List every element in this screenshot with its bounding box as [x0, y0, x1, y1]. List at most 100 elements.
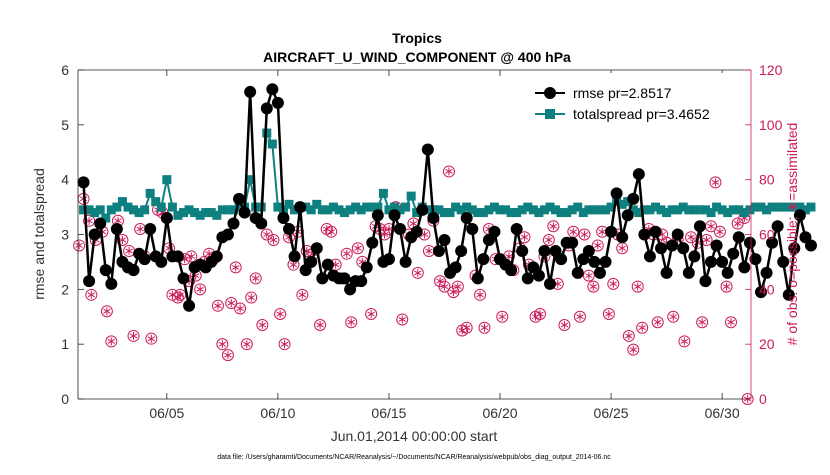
rmse-point — [244, 85, 257, 98]
totalspread-point — [684, 205, 694, 215]
totalspread-point — [184, 205, 194, 215]
obs-possible-marker — [234, 302, 247, 315]
totalspread-point — [134, 208, 144, 218]
obs-count-point — [194, 283, 207, 296]
totalspread-point — [167, 202, 177, 212]
y-left-tick-label: 5 — [61, 117, 69, 133]
obs-assimilated-marker — [711, 179, 720, 185]
obs-assimilated-marker — [269, 237, 278, 243]
totalspread-point — [734, 205, 744, 215]
totalspread-point — [617, 199, 627, 209]
obs-possible-marker — [240, 338, 253, 351]
obs-count-point — [100, 305, 113, 318]
obs-assimilated-marker — [605, 311, 613, 317]
y-right-tick-label: 60 — [759, 227, 775, 243]
obs-count-point — [267, 233, 280, 246]
rmse-point — [660, 266, 673, 279]
obs-count-point — [396, 313, 409, 326]
obs-count-point — [278, 338, 291, 351]
totalspread-point — [717, 205, 727, 215]
obs-assimilated-marker — [409, 221, 418, 226]
rmse-point — [777, 255, 790, 268]
rmse-point — [610, 187, 623, 200]
obs-count-point — [631, 280, 644, 293]
rmse-point — [638, 228, 651, 241]
totalspread-point — [378, 188, 388, 198]
y-right-tick-label: 100 — [759, 117, 783, 133]
totalspread-point — [145, 188, 155, 198]
totalspread-point — [489, 202, 499, 212]
obs-possible-marker — [345, 316, 358, 329]
obs-assimilated-marker — [609, 281, 618, 287]
obs-count-point — [240, 338, 253, 351]
rmse-point — [466, 223, 479, 236]
totalspread-point — [195, 210, 205, 220]
x-tick-label: 06/10 — [260, 405, 295, 421]
obs-count-point — [345, 316, 358, 329]
rmse-point — [804, 239, 817, 252]
rmse-point — [721, 266, 734, 279]
obs-assimilated-marker — [196, 286, 204, 292]
rmse-point — [160, 212, 173, 225]
obs-assimilated-marker — [327, 229, 335, 235]
obs-assimilated-marker — [231, 264, 240, 270]
chart-subtitle: AIRCRAFT_U_WIND_COMPONENT @ 400 hPa — [263, 49, 571, 65]
totalspread-point — [151, 197, 161, 207]
totalspread-point — [506, 208, 516, 218]
obs-possible-marker — [100, 305, 113, 318]
obs-possible-marker — [229, 261, 242, 274]
totalspread-point — [384, 205, 394, 215]
rmse-point — [105, 277, 118, 290]
totalspread-point — [112, 202, 122, 212]
obs-assimilated-marker — [205, 251, 213, 257]
rmse-point — [788, 242, 801, 255]
totalspread-point — [217, 205, 227, 215]
totalspread-point — [351, 202, 361, 212]
totalspread-point — [534, 208, 544, 218]
obs-assimilated-marker — [263, 232, 271, 237]
totalspread-point — [223, 205, 233, 215]
obs-assimilated-marker — [358, 259, 367, 265]
y-right-tick-label: 120 — [759, 62, 783, 78]
totalspread-point — [306, 205, 316, 215]
obs-assimilated-marker — [276, 311, 284, 317]
rmse-point — [616, 231, 629, 244]
obs-assimilated-marker — [669, 314, 677, 320]
legend-rmse-marker — [544, 87, 556, 99]
totalspread-point — [101, 213, 111, 223]
obs-count-point — [245, 291, 258, 304]
rmse-point — [88, 228, 101, 241]
rmse-point — [743, 236, 756, 249]
totalspread-point — [95, 205, 105, 215]
totalspread-point — [667, 205, 677, 215]
rmse-point — [316, 272, 329, 285]
totalspread-point — [334, 205, 344, 215]
totalspread-point — [545, 202, 555, 212]
obs-assimilated-marker — [425, 248, 433, 254]
totalspread-point — [228, 205, 238, 215]
legend: rmse pr=2.8517 totalspread pr=3.4652 — [530, 73, 736, 128]
totalspread-point — [623, 197, 633, 207]
obs-possible-marker — [451, 280, 464, 293]
totalspread-point — [750, 202, 760, 212]
obs-count-point — [123, 244, 136, 257]
totalspread-point — [551, 205, 561, 215]
obs-count-point — [234, 302, 247, 315]
rmse-point — [727, 247, 740, 260]
totalspread-point — [117, 197, 127, 207]
y-right-tick-label: 0 — [759, 391, 767, 407]
obs-possible-marker — [651, 316, 664, 329]
totalspread-point — [456, 205, 466, 215]
totalspread-point — [106, 205, 116, 215]
obs-possible-marker — [267, 233, 280, 246]
rmse-point — [283, 223, 296, 236]
rmse-point — [754, 286, 767, 299]
rmse-point — [566, 236, 579, 249]
obs-possible-marker — [696, 316, 709, 329]
totalspread-point — [728, 205, 738, 215]
totalspread-point — [528, 205, 538, 215]
obs-possible-marker — [83, 214, 96, 227]
rmse-point — [460, 212, 473, 225]
totalspread-point — [484, 205, 494, 215]
